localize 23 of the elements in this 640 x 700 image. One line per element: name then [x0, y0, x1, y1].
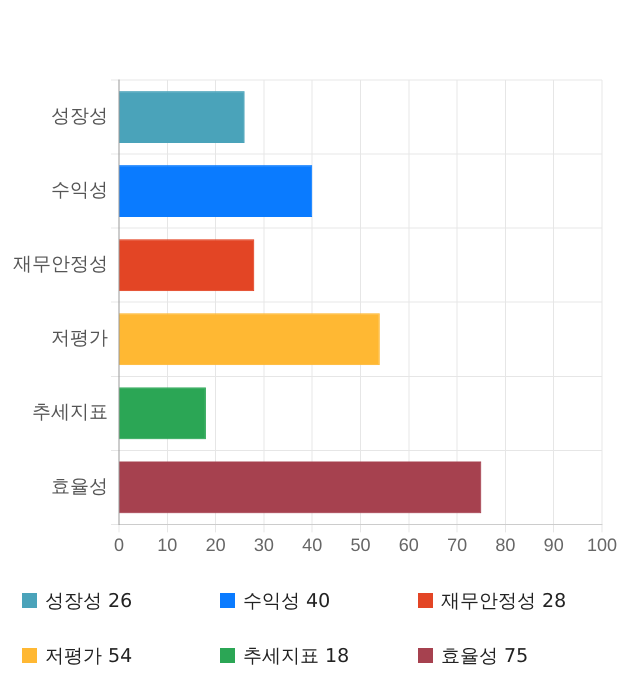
category-label: 효율성 75	[441, 645, 528, 667]
category-label: 수익성 40	[243, 590, 330, 612]
x-tick-label: 50	[350, 535, 371, 556]
y-tick-label: 수익성	[51, 179, 108, 202]
category-label: 성장성 26	[45, 590, 132, 612]
category-label: 추세지표 18	[243, 645, 350, 667]
category-label: 저평가 54	[45, 645, 132, 667]
y-tick-label: 효율성	[51, 475, 108, 498]
x-tick-label: 80	[495, 535, 516, 556]
y-tick-label: 재무안정성	[13, 253, 108, 276]
x-tick-label: 20	[206, 535, 226, 556]
x-tick-label: 60	[398, 535, 419, 556]
category-label: 재무안정성 28	[441, 590, 566, 612]
y-tick-label: 추세지표	[32, 401, 108, 424]
x-tick-label: 30	[254, 535, 274, 556]
x-tick-label: 90	[544, 535, 564, 556]
x-tick-label: 40	[302, 535, 322, 556]
y-tick-label: 성장성	[51, 104, 108, 127]
x-tick-label: 70	[447, 535, 468, 556]
x-tick-label: 0	[114, 535, 124, 556]
x-tick-label: 10	[157, 535, 178, 556]
y-tick-label: 저평가	[51, 327, 108, 350]
x-tick-label: 100	[586, 535, 618, 556]
